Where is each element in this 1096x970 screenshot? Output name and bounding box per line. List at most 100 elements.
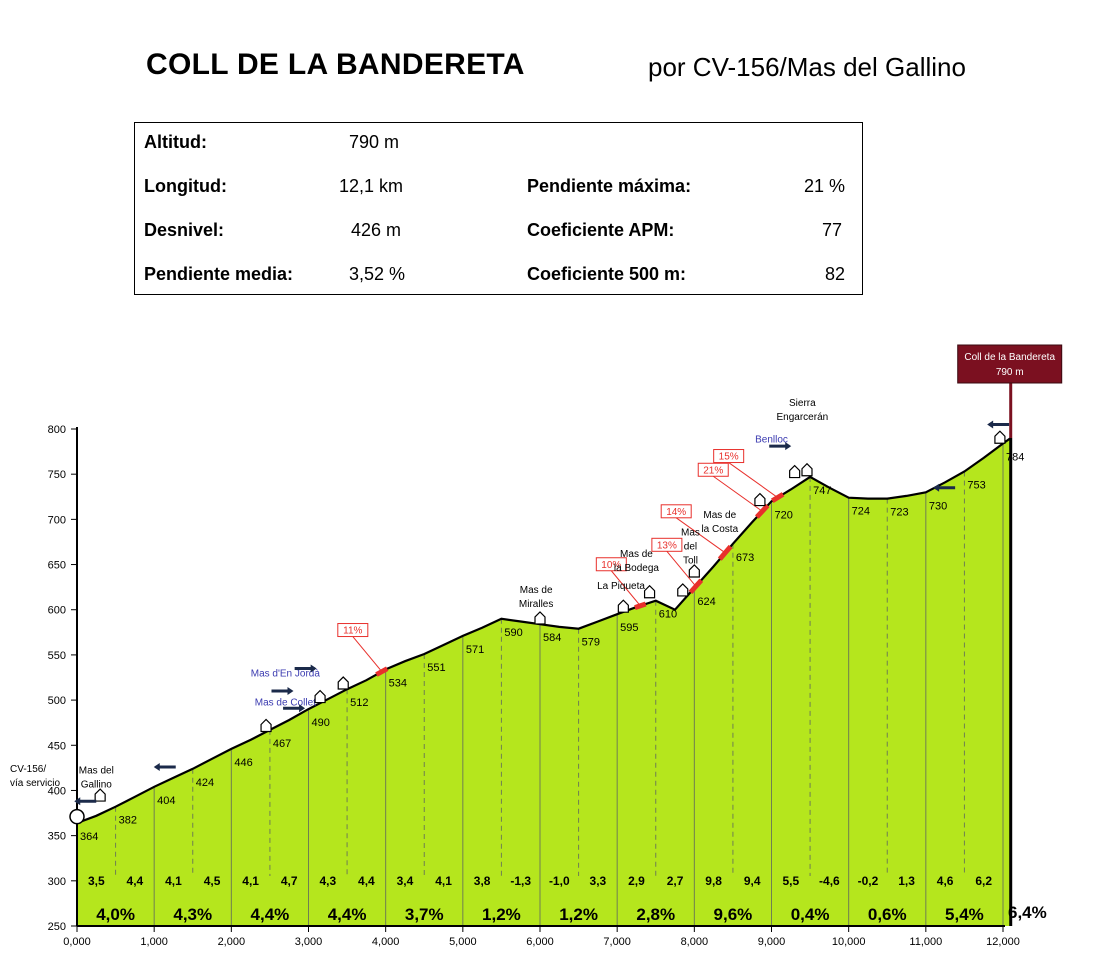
km-gradient: 1,2% — [482, 905, 521, 924]
house-icon — [260, 718, 272, 733]
altitude-label: 534 — [389, 677, 407, 689]
y-tick-label: 250 — [48, 921, 66, 933]
steep-section-mark — [717, 544, 733, 561]
y-tick-label: 350 — [48, 831, 66, 843]
y-tick-label: 450 — [48, 740, 66, 752]
km-gradient: 4,4% — [328, 905, 367, 924]
altitude-label: 590 — [504, 627, 522, 639]
steep-callout-label: 14% — [666, 507, 686, 518]
steep-callout-box — [660, 504, 692, 519]
house-icon — [688, 564, 700, 578]
steep-section-mark — [634, 601, 647, 610]
half-km-gradient: 6,2 — [975, 874, 992, 888]
km-gradient: 0,6% — [868, 905, 907, 924]
place-label: CV-156/ — [10, 764, 46, 775]
steep-callout-leader — [666, 550, 697, 587]
altitude-label: 571 — [466, 644, 484, 656]
altitude-label: 747 — [813, 485, 831, 497]
steep-callout-label: 13% — [657, 540, 677, 551]
junction-arrow-head-icon — [299, 704, 306, 713]
x-tick-label: 7,000 — [603, 936, 631, 948]
half-km-gradient: 1,3 — [898, 874, 915, 888]
altitude-label: 364 — [80, 831, 98, 843]
house-icon — [94, 788, 106, 802]
half-km-gradient: 4,3 — [319, 874, 336, 888]
altitude-label: 551 — [427, 662, 445, 674]
place-label: Toll — [683, 556, 698, 567]
half-km-gradient: 3,5 — [88, 874, 105, 888]
place-label: vía servicio — [10, 778, 60, 789]
house-icon — [337, 676, 349, 690]
place-label: Sierra — [789, 398, 816, 409]
y-tick-label: 650 — [48, 560, 66, 572]
roundabout-icon — [69, 808, 85, 825]
steep-callout-leader — [352, 636, 383, 672]
altitude-label: 512 — [350, 697, 368, 709]
stat-coef-500-value: 82 — [824, 264, 845, 284]
page-title: COLL DE LA BANDERETA — [146, 48, 525, 81]
altitude-label: 595 — [620, 622, 638, 634]
half-km-gradient: 4,6 — [937, 874, 954, 888]
half-km-gradient: 4,5 — [204, 874, 221, 888]
place-label: Mas — [681, 528, 700, 539]
half-km-gradient: 3,8 — [474, 874, 491, 888]
y-tick-label: 300 — [48, 876, 66, 888]
half-km-gradient: 4,4 — [127, 874, 144, 888]
profile-area — [77, 438, 1011, 926]
stat-longitud-value: 12,1 km — [338, 176, 403, 196]
km-gradient: 1,2% — [559, 905, 598, 924]
place-label: Engarcerán — [777, 412, 829, 423]
half-km-gradient: 9,4 — [744, 874, 761, 888]
x-tick-label: 1,000 — [140, 936, 168, 948]
x-tick-label: 9,000 — [758, 936, 786, 948]
x-tick-label: 10,000 — [832, 936, 866, 948]
km-gradient: 2,8% — [636, 905, 675, 924]
half-km-gradient: 4,1 — [435, 874, 452, 888]
y-tick-label: 400 — [48, 785, 66, 797]
x-tick-label: 8,000 — [681, 936, 709, 948]
place-label: Miralles — [519, 599, 553, 610]
x-tick-label: 6,000 — [526, 936, 554, 948]
km-gradient: 5,4% — [945, 905, 984, 924]
altitude-label: 753 — [967, 479, 985, 491]
km-gradient: 3,7% — [405, 905, 444, 924]
place-label: la Costa — [701, 524, 738, 535]
stat-pendiente-media-label: Pendiente media: — [144, 264, 294, 284]
summit-label-box — [957, 344, 1063, 384]
y-tick-label: 500 — [48, 695, 66, 707]
x-tick-label: 5,000 — [449, 936, 477, 948]
house-icon — [534, 611, 546, 625]
stat-pendiente-maxima-label: Pendiente máxima: — [527, 176, 692, 196]
km-gradient: 4,4% — [251, 905, 290, 924]
half-km-gradient: 9,8 — [705, 874, 722, 888]
steep-callout-leader — [712, 475, 763, 512]
place-label: Mas d'En Jordà — [251, 669, 321, 680]
stat-coef-500-label: Coeficiente 500 m: — [527, 264, 687, 284]
half-km-gradient: 3,3 — [590, 874, 607, 888]
half-km-gradient: -1,3 — [510, 874, 531, 888]
x-tick-label: 12,000 — [986, 936, 1020, 948]
km-gradient: 9,6% — [714, 905, 753, 924]
steep-callout-label: 15% — [719, 452, 739, 463]
half-km-gradient: 2,9 — [628, 874, 645, 888]
altitude-label: 610 — [659, 609, 677, 621]
altitude-label: 382 — [119, 815, 137, 827]
house-icon — [994, 430, 1006, 444]
x-tick-label: 4,000 — [372, 936, 400, 948]
y-tick-label: 600 — [48, 605, 66, 617]
half-km-gradient: 4,4 — [358, 874, 375, 888]
stat-desnivel-value: 426 m — [350, 220, 401, 240]
stat-altitud-value: 790 m — [348, 132, 399, 152]
x-tick-label: 11,000 — [909, 936, 942, 948]
x-tick-label: 0,000 — [63, 936, 91, 948]
summit-name: Coll de la Bandereta — [964, 352, 1055, 363]
half-km-gradient: 4,1 — [242, 874, 259, 888]
altitude-label: 404 — [157, 795, 175, 807]
steep-callout-box — [713, 449, 745, 464]
y-tick-label: 700 — [48, 514, 66, 526]
page-subtitle: por CV-156/Mas del Gallino — [648, 52, 966, 82]
steep-callout-box — [595, 557, 627, 572]
final-gradient: 6,4% — [1008, 903, 1047, 922]
steep-callout-box — [651, 537, 683, 552]
altitude-label: 446 — [234, 757, 252, 769]
